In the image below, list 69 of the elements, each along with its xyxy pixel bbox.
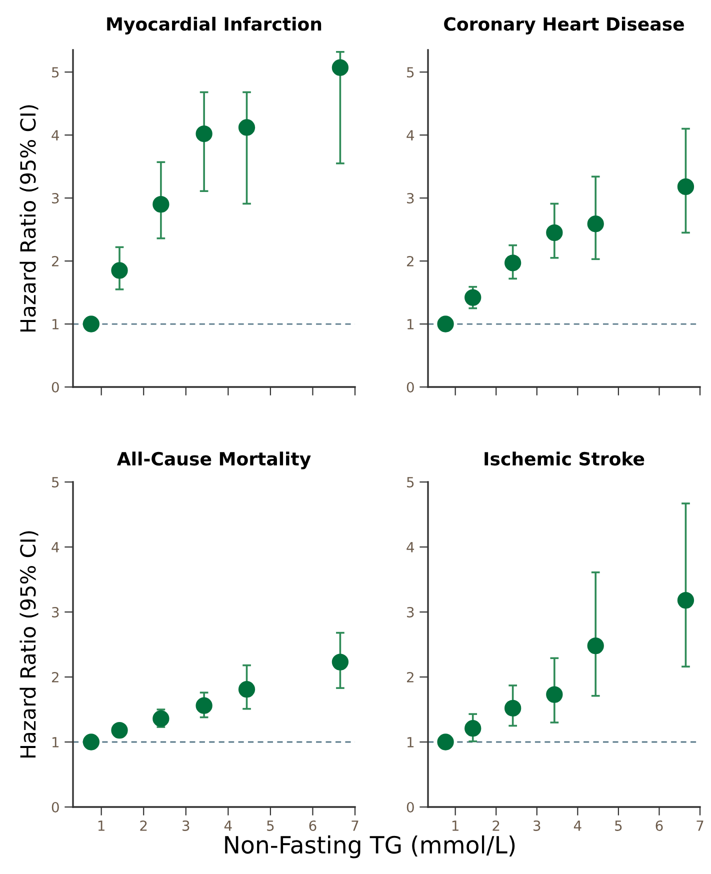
point	[111, 262, 128, 279]
y-tick-label: 2	[52, 672, 58, 682]
point	[82, 734, 100, 750]
y-tick-label: 1	[52, 319, 59, 330]
x-tick-label: 2	[492, 820, 500, 831]
y-tick-label: 3	[52, 192, 59, 204]
chart-title: Coronary Heart Disease	[444, 16, 684, 34]
point	[152, 196, 170, 213]
point	[332, 654, 349, 670]
y-tick-label: 3	[407, 192, 414, 204]
x-tick-label: 1	[98, 820, 104, 831]
point	[546, 686, 563, 703]
y-tick-label: 2	[406, 672, 414, 682]
x-axis-title: Non-Fasting TG (mmol/L)	[225, 835, 515, 858]
chart-title: Ischemic Stroke	[484, 452, 644, 466]
y-tick-label: 1	[407, 319, 414, 330]
x-tick-label: 7	[696, 820, 704, 831]
point	[677, 592, 694, 609]
point	[546, 224, 563, 242]
y-tick-label: 5	[52, 477, 59, 488]
point	[437, 316, 454, 332]
x-tick-label: 2	[140, 820, 147, 831]
x-tick-label: 6	[656, 820, 663, 831]
point	[587, 637, 604, 654]
y-tick-label: 4	[52, 130, 60, 140]
y-tick-label: 3	[407, 606, 414, 618]
x-tick-label: 6	[309, 820, 316, 831]
point	[196, 697, 212, 714]
point	[504, 254, 522, 272]
point	[332, 59, 349, 76]
y-tick-label: 5	[407, 67, 414, 78]
point	[437, 734, 454, 750]
point	[464, 720, 482, 737]
x-tick-label: 5	[267, 820, 274, 831]
y-tick-label: 0	[52, 802, 59, 812]
y-axis-title: Hazard Ratio (95% CI)	[20, 531, 38, 758]
x-tick-label: 4	[574, 820, 582, 831]
point	[111, 722, 128, 739]
x-tick-label: 7	[352, 820, 358, 831]
y-tick-label: 5	[407, 477, 414, 488]
chart-title: All-Cause Mortality	[116, 452, 311, 470]
x-tick-label: 1	[452, 820, 458, 831]
point	[587, 216, 604, 232]
y-tick-label: 4	[406, 130, 414, 140]
point	[152, 710, 170, 727]
y-tick-label: 1	[407, 737, 414, 748]
point	[196, 125, 212, 142]
y-tick-label: 0	[406, 802, 414, 812]
y-tick-label: 4	[52, 542, 60, 552]
x-tick-label: 3	[182, 820, 190, 831]
point	[504, 700, 522, 717]
x-tick-label: 4	[224, 820, 232, 831]
point	[464, 289, 482, 306]
y-tick-label: 0	[52, 382, 59, 392]
x-tick-label: 5	[615, 820, 622, 831]
y-tick-label: 2	[52, 256, 58, 266]
point	[238, 681, 256, 698]
y-axis-title: Hazard Ratio (95% CI)	[20, 105, 38, 332]
point	[82, 316, 100, 332]
point	[677, 178, 694, 196]
point	[238, 119, 256, 136]
y-tick-label: 0	[406, 382, 414, 392]
x-tick-label: 3	[534, 820, 540, 831]
y-tick-label: 2	[406, 256, 414, 266]
y-tick-label: 1	[52, 737, 59, 748]
y-tick-label: 4	[406, 542, 414, 552]
y-tick-label: 5	[52, 67, 59, 78]
chart-title: Myocardial Infarction	[107, 16, 322, 34]
y-tick-label: 3	[52, 606, 59, 618]
